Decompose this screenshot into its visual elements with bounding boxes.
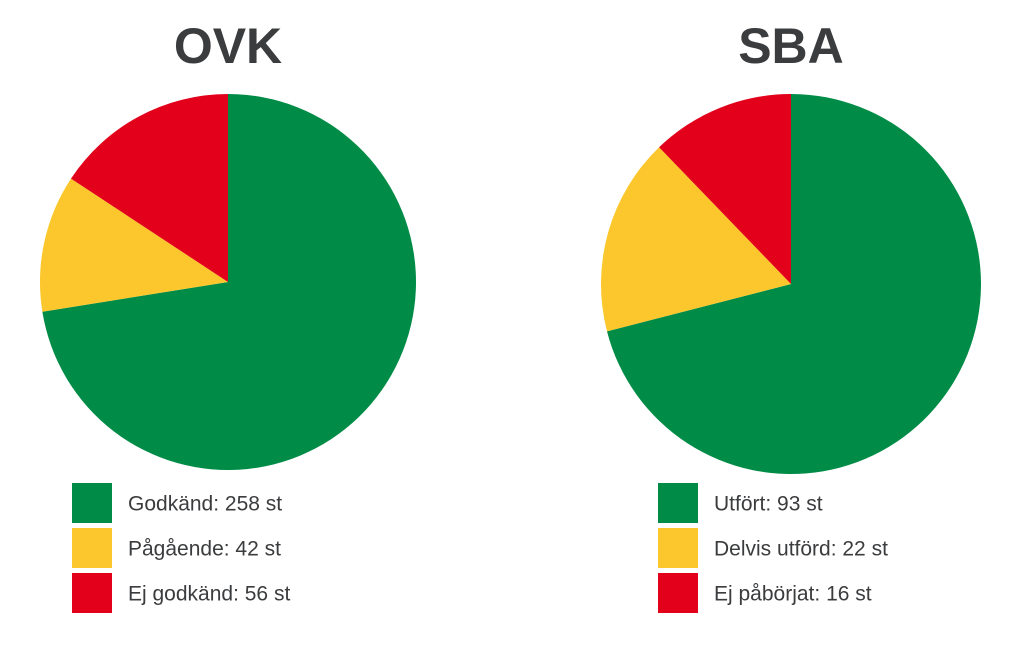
legend-label: Godkänd: 258 st xyxy=(128,493,282,516)
pie-slice xyxy=(40,178,229,312)
legend-swatch xyxy=(658,573,698,613)
legend-swatch xyxy=(658,483,698,523)
chart-title: SBA xyxy=(738,18,844,74)
legend-label: Ej påbörjat: 16 st xyxy=(714,583,872,606)
legend-swatch xyxy=(72,528,112,568)
legend-label: Ej godkänd: 56 st xyxy=(128,583,290,606)
pie-slice xyxy=(600,147,791,332)
legend-label: Pågående: 42 st xyxy=(128,538,281,561)
pie-slice xyxy=(42,94,416,470)
pie-slice xyxy=(70,94,229,282)
pie-slice xyxy=(606,94,981,474)
legend-swatch xyxy=(658,528,698,568)
legend-swatch xyxy=(72,483,112,523)
legend-swatch xyxy=(72,573,112,613)
legend-label: Utfört: 93 st xyxy=(714,493,823,516)
chart-title: OVK xyxy=(174,18,282,74)
pie-slice xyxy=(659,94,791,284)
legend-label: Delvis utförd: 22 st xyxy=(714,538,888,561)
